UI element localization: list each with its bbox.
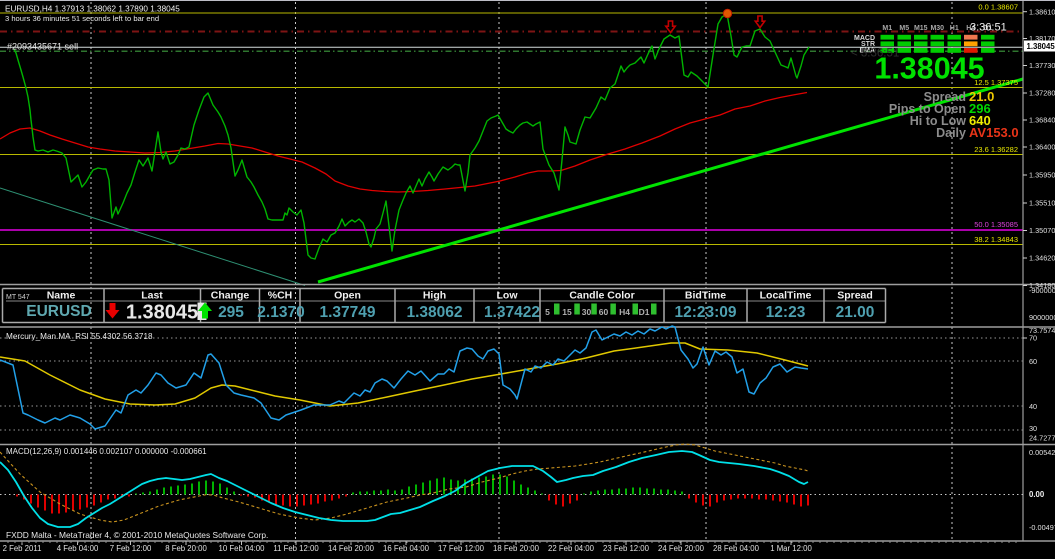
svg-text:23.6 1.36282: 23.6 1.36282 — [974, 145, 1018, 154]
svg-text:5: 5 — [545, 307, 550, 317]
svg-text:0.00: 0.00 — [1029, 490, 1045, 499]
svg-text:9000000: 9000000 — [1029, 313, 1055, 322]
svg-text:LocalTime: LocalTime — [760, 290, 812, 302]
svg-text:0.005422: 0.005422 — [1029, 448, 1055, 457]
svg-text:12:23:09: 12:23:09 — [674, 304, 736, 321]
svg-text:1.38062: 1.38062 — [406, 304, 462, 321]
svg-text:16 Feb 04:00: 16 Feb 04:00 — [383, 544, 430, 553]
svg-text:BidTime: BidTime — [685, 290, 726, 302]
svg-text:Name: Name — [47, 290, 76, 302]
svg-text:D1: D1 — [639, 307, 650, 317]
svg-text:4 Feb 04:00: 4 Feb 04:00 — [57, 544, 99, 553]
svg-text:1.38045: 1.38045 — [1027, 42, 1055, 51]
svg-text:Last: Last — [141, 290, 163, 302]
svg-text:EURUSD: EURUSD — [26, 303, 91, 320]
svg-text:1.37730: 1.37730 — [1029, 61, 1055, 70]
svg-text:1.38045: 1.38045 — [126, 302, 198, 324]
svg-text:1.37280: 1.37280 — [1029, 89, 1055, 98]
svg-text:14 Feb 20:00: 14 Feb 20:00 — [328, 544, 375, 553]
svg-text:M15: M15 — [914, 25, 928, 32]
svg-text:H4: H4 — [619, 307, 630, 317]
svg-text:15: 15 — [562, 307, 572, 317]
svg-text:30: 30 — [582, 307, 592, 317]
svg-text:1.34620: 1.34620 — [1029, 254, 1055, 263]
svg-text:1.35950: 1.35950 — [1029, 171, 1055, 180]
svg-text:2 Feb 2011: 2 Feb 2011 — [3, 544, 42, 553]
svg-text:3:36:51: 3:36:51 — [970, 22, 1007, 34]
svg-text:1.35510: 1.35510 — [1029, 199, 1055, 208]
svg-text:17 Feb 12:00: 17 Feb 12:00 — [438, 544, 485, 553]
svg-text:M30: M30 — [930, 25, 944, 32]
svg-text:Low: Low — [497, 290, 519, 302]
svg-text:Daily: Daily — [936, 126, 966, 140]
svg-text:7 Feb 12:00: 7 Feb 12:00 — [110, 544, 152, 553]
svg-text:60: 60 — [599, 307, 609, 317]
svg-text:1.36400: 1.36400 — [1029, 143, 1055, 152]
svg-text:28 Feb 04:00: 28 Feb 04:00 — [713, 544, 760, 553]
svg-text:23 Feb 12:00: 23 Feb 12:00 — [603, 544, 650, 553]
svg-text:-0.004977: -0.004977 — [1029, 523, 1055, 532]
svg-text:18 Feb 20:00: 18 Feb 20:00 — [493, 544, 540, 553]
svg-text:Spread: Spread — [837, 290, 873, 302]
svg-text:12.5 1.37375: 12.5 1.37375 — [974, 78, 1018, 87]
svg-text:30: 30 — [1029, 424, 1037, 433]
svg-text:22 Feb 04:00: 22 Feb 04:00 — [548, 544, 595, 553]
svg-text:High: High — [423, 290, 446, 302]
svg-text:2.1370: 2.1370 — [257, 304, 304, 321]
svg-text:1.37422: 1.37422 — [484, 304, 540, 321]
svg-text:1.38610: 1.38610 — [1029, 7, 1055, 16]
svg-text:1.36840: 1.36840 — [1029, 116, 1055, 125]
svg-text:0.0 1.38607: 0.0 1.38607 — [978, 3, 1018, 12]
svg-text:MACD(12,26,9) 0.001446 0.00210: MACD(12,26,9) 0.001446 0.002107 0.000000… — [6, 447, 207, 456]
svg-text:AV153.0: AV153.0 — [969, 125, 1019, 140]
svg-text:M1: M1 — [882, 25, 892, 32]
svg-text:40: 40 — [1029, 402, 1037, 411]
svg-text:Change: Change — [211, 290, 250, 302]
svg-text:1.38045: 1.38045 — [874, 52, 984, 86]
svg-text:Candle Color: Candle Color — [569, 290, 634, 302]
svg-text:60: 60 — [1029, 357, 1037, 366]
svg-text:1 Mar 12:00: 1 Mar 12:00 — [770, 544, 812, 553]
svg-text:24.7277: 24.7277 — [1029, 434, 1055, 443]
svg-text:10 Feb 04:00: 10 Feb 04:00 — [219, 544, 266, 553]
svg-text:1.35070: 1.35070 — [1029, 226, 1055, 235]
svg-text:EURUSD,H4 1.37913 1.38062 1.3: EURUSD,H4 1.37913 1.38062 1.37890 1.3804… — [5, 5, 180, 14]
svg-text:3 hours 36 minutes 51 seconds: 3 hours 36 minutes 51 seconds left to ba… — [5, 14, 159, 23]
svg-text:50.0 1.35085: 50.0 1.35085 — [974, 220, 1018, 229]
svg-text:295: 295 — [218, 304, 244, 321]
svg-text:Mercury_Man.MA_RSI 55.4302 56.: Mercury_Man.MA_RSI 55.4302 56.3718 — [6, 332, 153, 341]
svg-text:M5: M5 — [899, 25, 909, 32]
svg-text:-9000000: -9000000 — [1029, 286, 1055, 295]
svg-text:8 Feb 20:00: 8 Feb 20:00 — [165, 544, 207, 553]
svg-text:H1: H1 — [950, 25, 959, 32]
svg-text:FXDD Malta - MetaTrader 4, © 2: FXDD Malta - MetaTrader 4, © 2001-2010 M… — [6, 530, 268, 540]
svg-text:11 Feb 12:00: 11 Feb 12:00 — [273, 544, 319, 553]
svg-text:12:23: 12:23 — [766, 304, 806, 321]
svg-text:#2093435671 sell: #2093435671 sell — [7, 42, 78, 52]
svg-text:%CH: %CH — [268, 290, 293, 302]
svg-text:38.2 1.34843: 38.2 1.34843 — [974, 235, 1018, 244]
svg-text:Open: Open — [334, 290, 361, 302]
svg-text:21.00: 21.00 — [836, 304, 875, 321]
svg-text:1.37749: 1.37749 — [319, 304, 375, 321]
svg-text:24 Feb 20:00: 24 Feb 20:00 — [658, 544, 705, 553]
svg-text:MT 547: MT 547 — [6, 294, 30, 301]
svg-text:70: 70 — [1029, 334, 1037, 343]
